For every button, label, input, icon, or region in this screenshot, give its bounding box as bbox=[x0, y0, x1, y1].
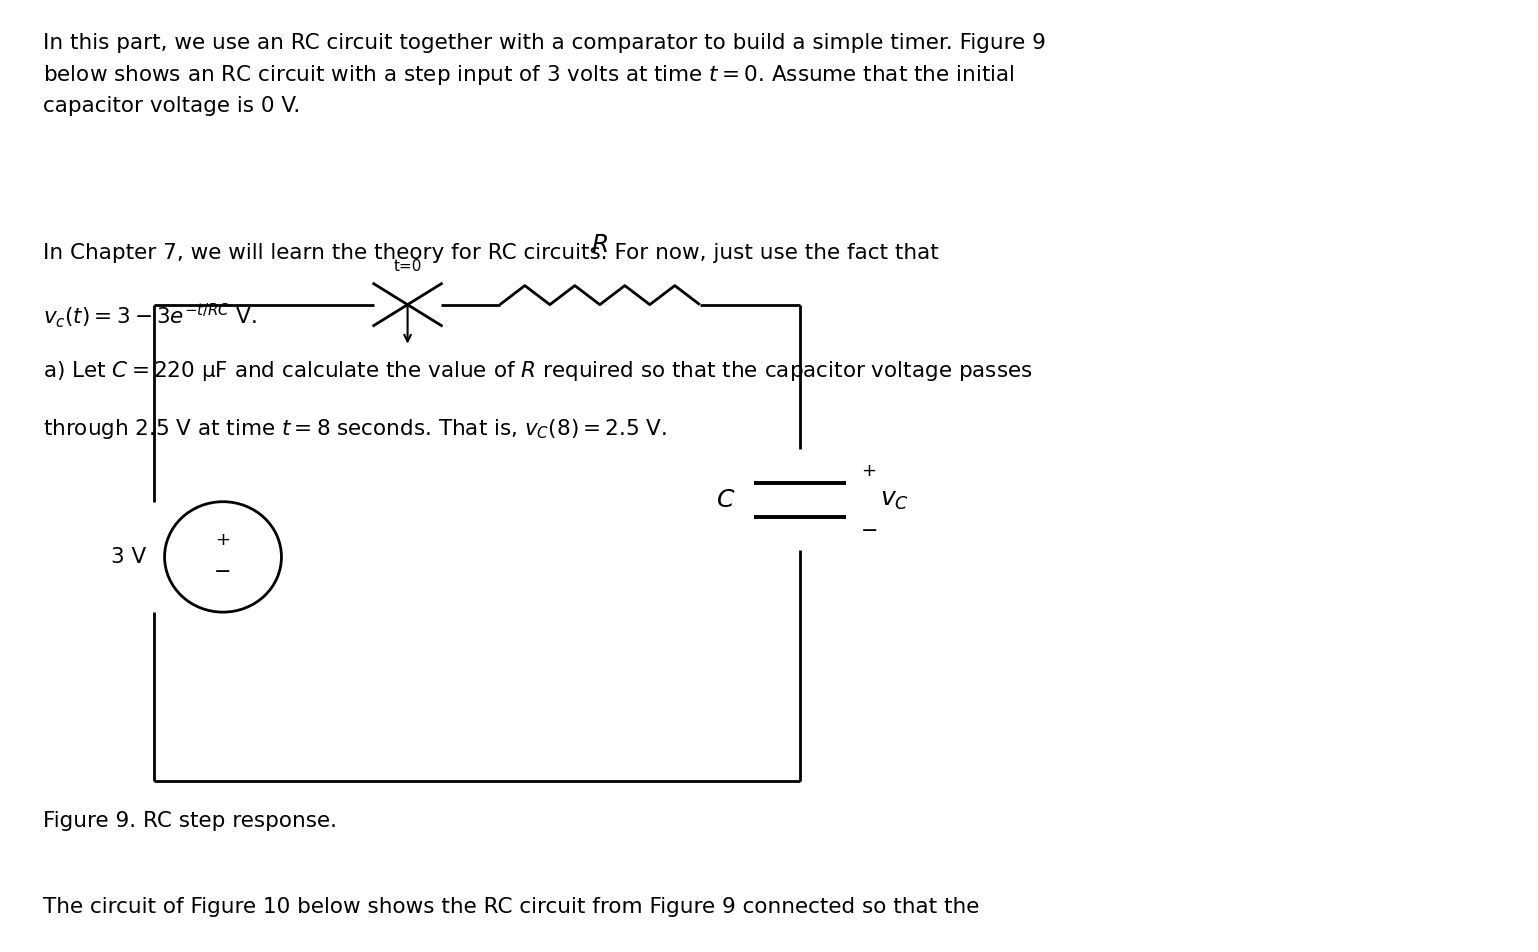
Text: In Chapter 7, we will learn the theory for RC circuits. For now, just use the fa: In Chapter 7, we will learn the theory f… bbox=[43, 243, 938, 263]
Text: $C$: $C$ bbox=[715, 487, 735, 512]
Text: Figure 9. RC step response.: Figure 9. RC step response. bbox=[43, 811, 337, 831]
Text: 3 V: 3 V bbox=[111, 546, 146, 567]
Text: −: − bbox=[214, 562, 232, 583]
Text: +: + bbox=[861, 463, 877, 480]
Text: through 2.5 V at time $t = 8$ seconds. That is, $v_C(8) = 2.5$ V.: through 2.5 V at time $t = 8$ seconds. T… bbox=[43, 417, 667, 441]
Text: t=0: t=0 bbox=[394, 259, 421, 274]
Text: $v_C$: $v_C$ bbox=[880, 487, 909, 512]
Text: $v_c(t) = 3 - 3e^{-t/RC}$ V.: $v_c(t) = 3 - 3e^{-t/RC}$ V. bbox=[43, 301, 257, 329]
Text: a) Let $C = 220$ μF and calculate the value of $R$ required so that the capacito: a) Let $C = 220$ μF and calculate the va… bbox=[43, 359, 1032, 383]
Text: +: + bbox=[215, 531, 231, 548]
Text: In this part, we use an RC circuit together with a comparator to build a simple : In this part, we use an RC circuit toget… bbox=[43, 33, 1046, 116]
Text: The circuit of Figure 10 below shows the RC circuit from Figure 9 connected so t: The circuit of Figure 10 below shows the… bbox=[43, 897, 980, 917]
Text: −: − bbox=[861, 521, 878, 542]
Text: $R$: $R$ bbox=[591, 233, 609, 257]
